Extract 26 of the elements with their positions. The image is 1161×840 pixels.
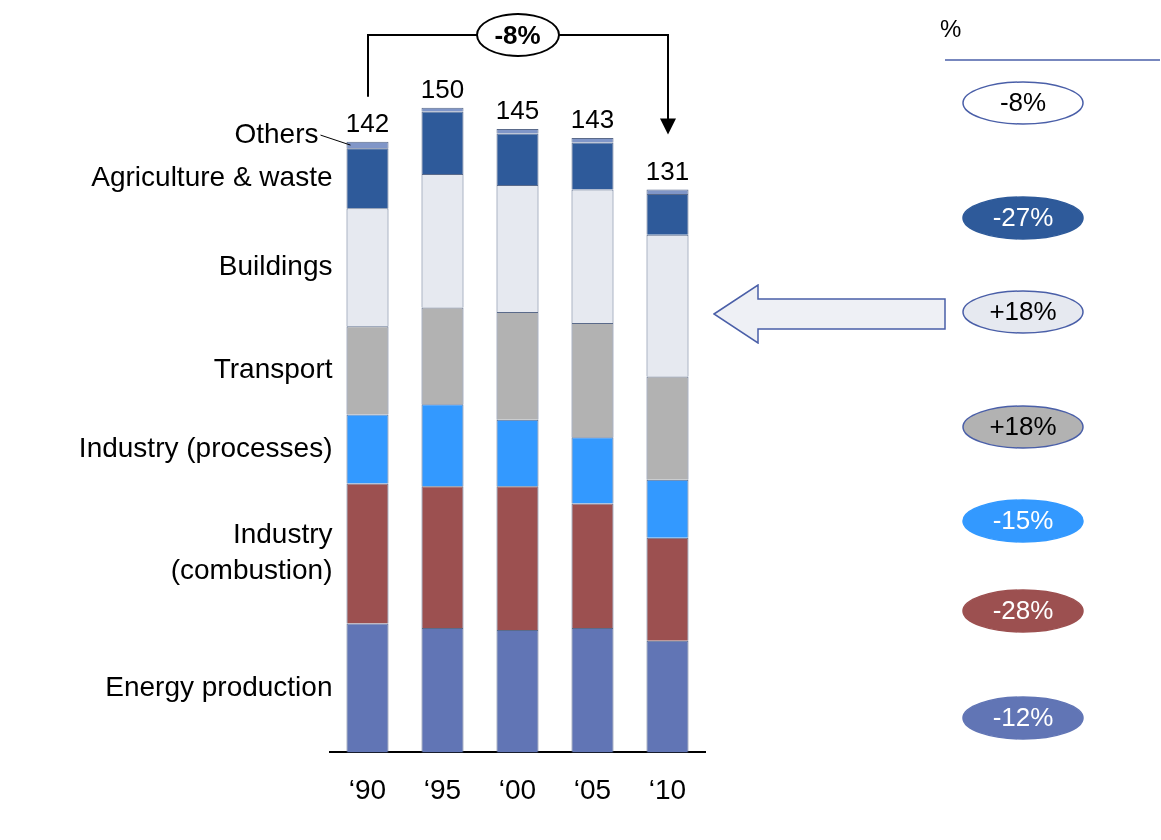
text: -8%: [999, 87, 1047, 118]
series-label: Energy production: [105, 670, 333, 702]
series-label: Industry (combustion): [170, 518, 333, 586]
series-label: Buildings: [218, 249, 333, 281]
text: -15%: [992, 505, 1054, 536]
annotation: 143: [570, 104, 615, 135]
x-tick-label: ‘95: [423, 773, 462, 805]
x-tick-label: ‘10: [648, 773, 687, 805]
text: +18%: [989, 411, 1057, 442]
text: %: [940, 14, 962, 42]
annotation: 150: [420, 73, 465, 104]
annotation: 142: [345, 108, 390, 139]
series-label: Others: [234, 117, 319, 149]
text: -27%: [992, 202, 1054, 233]
x-tick-label: ‘90: [348, 773, 387, 805]
x-tick-label: ‘00: [498, 773, 537, 805]
text: -8%: [475, 13, 560, 57]
text: +18%: [989, 296, 1057, 327]
text: -28%: [992, 595, 1054, 626]
series-label: Transport: [213, 353, 333, 385]
annotation: 145: [495, 95, 540, 126]
series-label: Industry (processes): [78, 431, 333, 463]
series-label: Agriculture & waste: [91, 161, 333, 193]
annotation: 131: [645, 155, 690, 186]
x-tick-label: ‘05: [573, 773, 612, 805]
text: -12%: [992, 702, 1054, 733]
